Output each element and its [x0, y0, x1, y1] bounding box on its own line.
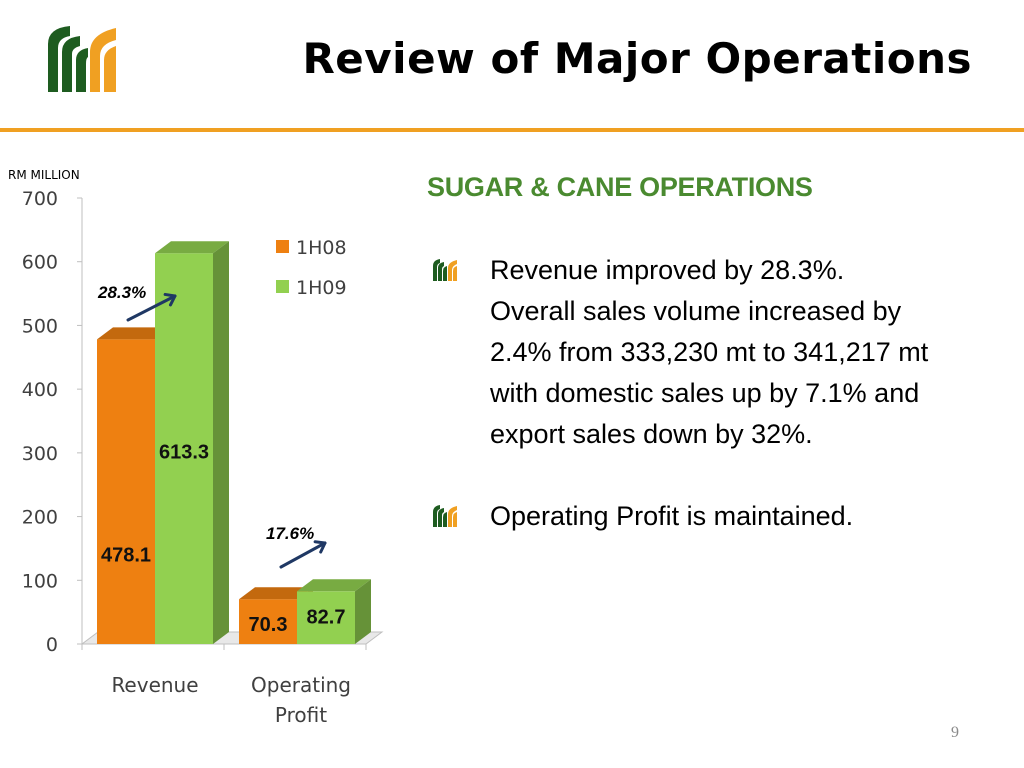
- bar-front: [239, 599, 297, 644]
- data-label: 82.7: [307, 606, 346, 628]
- x-category-label: Profit: [275, 703, 327, 727]
- unit-label: RM MILLION: [8, 168, 80, 182]
- legend-label: 1H08: [296, 237, 347, 259]
- growth-arrow-icon: [126, 292, 177, 322]
- bar-top: [155, 241, 229, 254]
- bar-top: [97, 327, 171, 340]
- data-label: 478.1: [101, 545, 151, 567]
- bullet-text: Operating Profit is maintained.: [490, 501, 854, 531]
- y-tick-label: 0: [46, 634, 58, 656]
- section-heading: SUGAR & CANE OPERATIONS: [427, 172, 813, 202]
- data-label: 613.3: [159, 442, 209, 464]
- legend-label: 1H09: [296, 277, 347, 299]
- bar-top: [297, 579, 371, 592]
- y-tick-label: 200: [22, 507, 58, 529]
- y-tick-label: 500: [22, 315, 58, 337]
- y-tick-label: 300: [22, 443, 58, 465]
- page-number: 9: [951, 724, 959, 741]
- legend-swatch: [276, 240, 289, 253]
- slide-title: Review of Major Operations: [302, 34, 972, 83]
- title-divider: [0, 128, 1024, 132]
- data-label: 70.3: [249, 614, 288, 636]
- bar-front: [297, 591, 355, 644]
- company-logo-bullet-icon: [432, 504, 458, 528]
- bar-chart: RM MILLION 0 100 200 300 400 500 600 700 478.1 6…: [0, 140, 410, 740]
- growth-arrow-icon: [279, 540, 327, 569]
- company-logo-bullet-icon: [432, 258, 458, 282]
- growth-label: 28.3%: [97, 283, 146, 302]
- bar-1H09-operating-profit: [297, 579, 371, 644]
- company-logo-icon: [44, 22, 120, 96]
- bar-top: [239, 587, 313, 600]
- bar-1H09-revenue: [155, 241, 229, 644]
- bullet-text: Revenue improved by 28.3%. Overall sales…: [490, 255, 929, 449]
- bar-front: [155, 253, 213, 644]
- y-tick-label: 600: [22, 252, 58, 274]
- bar-front: [97, 339, 155, 644]
- bar-side: [213, 241, 229, 644]
- y-tick-label: 700: [22, 188, 58, 210]
- x-category-label: Revenue: [111, 673, 198, 697]
- growth-label: 17.6%: [266, 524, 314, 543]
- x-category-label: Operating: [251, 673, 351, 697]
- y-tick-label: 100: [22, 570, 58, 592]
- bar-side: [355, 579, 371, 644]
- y-tick-label: 400: [22, 379, 58, 401]
- legend-swatch: [276, 280, 289, 293]
